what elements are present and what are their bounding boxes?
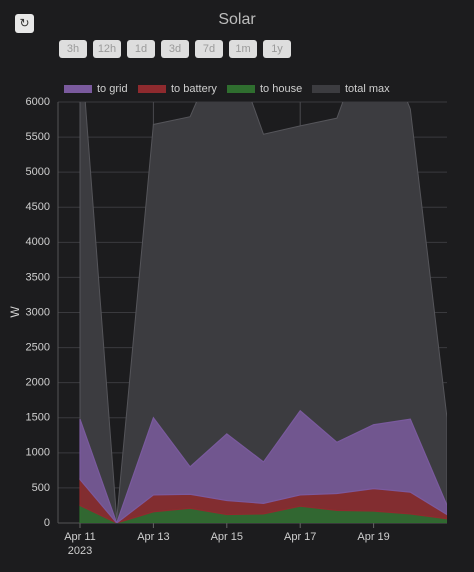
refresh-button[interactable]: ↻ (15, 14, 34, 33)
range-button[interactable]: 1m (229, 40, 257, 58)
legend-swatch (227, 85, 255, 93)
chart-title: Solar (218, 11, 256, 28)
area (79, 409, 447, 523)
plot-area (79, 102, 447, 523)
x-tick-label: Apr 17 (284, 531, 316, 543)
y-tick-label: 3500 (26, 271, 50, 283)
area (79, 102, 447, 523)
y-tick-label: 2000 (26, 377, 50, 389)
legend-swatch (64, 85, 92, 93)
y-tick-label: 2500 (26, 341, 50, 353)
y-tick-label: 5500 (26, 131, 50, 143)
y-tick-label: 3000 (26, 306, 50, 318)
y-tick-label: 4500 (26, 201, 50, 213)
y-tick-label: 500 (32, 482, 50, 494)
x-tick-label: Apr 11 (64, 531, 96, 543)
legend-label: total max (345, 83, 390, 95)
x-tick-label: Apr 13 (137, 531, 169, 543)
legend-label: to grid (97, 83, 128, 95)
legend-label: to battery (171, 83, 217, 95)
y-tick-label: 1000 (26, 447, 50, 459)
y-axis-label: W (8, 306, 22, 318)
y-tick-label: 6000 (26, 96, 50, 108)
y-tick-label: 1500 (26, 412, 50, 424)
legend-swatch (312, 85, 340, 93)
range-button[interactable]: 1y (263, 40, 291, 58)
range-button[interactable]: 7d (195, 40, 223, 58)
y-tick-label: 0 (44, 517, 50, 529)
y-tick-label: 5000 (26, 166, 50, 178)
y-tick-label: 4000 (26, 236, 50, 248)
range-button[interactable]: 12h (93, 40, 121, 58)
x-sublabel: 2023 (68, 545, 92, 557)
range-button[interactable]: 3d (161, 40, 189, 58)
x-tick-label: Apr 19 (357, 531, 389, 543)
x-tick-label: Apr 15 (211, 531, 243, 543)
legend-swatch (138, 85, 166, 93)
legend-label: to house (260, 83, 302, 95)
range-button[interactable]: 3h (59, 40, 87, 58)
range-button[interactable]: 1d (127, 40, 155, 58)
